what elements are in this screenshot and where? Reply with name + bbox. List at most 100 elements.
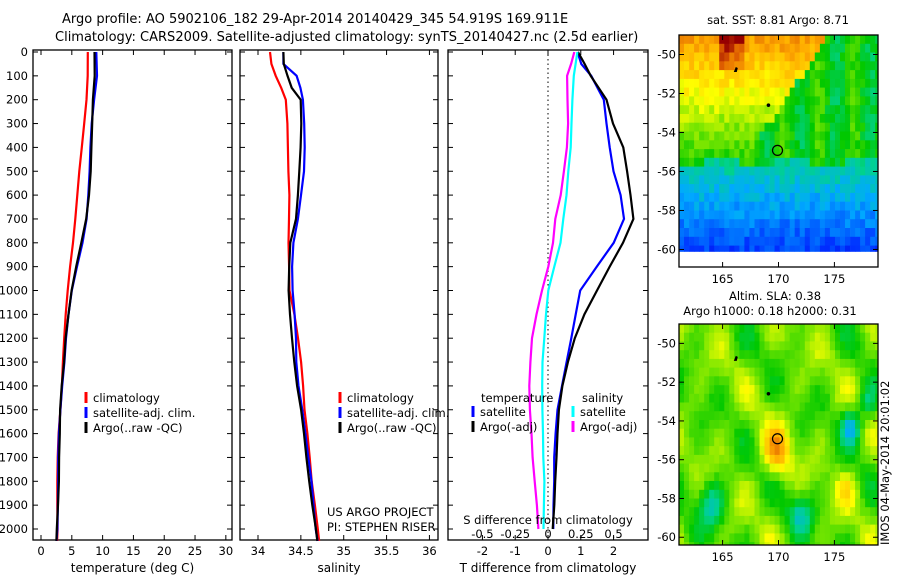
map-cell	[865, 420, 871, 430]
map-cell	[809, 87, 816, 97]
map-cell	[754, 78, 760, 89]
map-cell	[699, 533, 705, 543]
map-cell	[679, 402, 685, 412]
map-cell	[724, 428, 730, 438]
map-cell	[729, 245, 735, 252]
map-cell	[829, 192, 836, 203]
depth-tick-label: 1800	[0, 474, 28, 488]
depth-tick-label: 600	[6, 188, 28, 202]
map-cell	[689, 489, 695, 499]
map-cell	[784, 402, 790, 412]
map-cell	[850, 350, 856, 360]
map-cell	[855, 376, 861, 386]
map-cell	[850, 489, 856, 499]
map-cell	[724, 122, 730, 132]
map-cell	[774, 228, 780, 238]
map-cell	[784, 524, 790, 534]
map-cell	[875, 43, 879, 53]
map-cell	[814, 78, 821, 89]
map-cell	[779, 52, 785, 62]
map-cell	[684, 446, 690, 456]
map-cell	[764, 454, 770, 464]
map-cell	[804, 105, 811, 115]
map-cell	[679, 192, 685, 203]
map-cell	[804, 515, 811, 525]
depth-tick-label: 1000	[0, 284, 28, 298]
map-cell	[840, 175, 846, 185]
map-cell	[799, 140, 806, 150]
map-cell	[714, 184, 720, 194]
x-tick-label: 10	[95, 544, 110, 558]
map-cell	[704, 481, 710, 491]
map-cell	[845, 131, 851, 141]
map-cell	[754, 114, 760, 124]
map-cell	[709, 367, 715, 377]
map-cell	[709, 428, 715, 438]
map-cell	[840, 114, 846, 124]
map-cell	[855, 87, 861, 97]
map-cell	[724, 420, 730, 430]
map-cell	[784, 52, 790, 62]
map-cell	[749, 463, 755, 473]
map-cell	[799, 210, 806, 220]
map-cell	[764, 149, 770, 159]
map-cell	[829, 184, 836, 194]
map-cell	[774, 542, 780, 546]
annotation-pi: PI: STEPHEN RISER	[327, 520, 436, 534]
map-cell	[850, 454, 856, 464]
map-cell	[679, 332, 685, 342]
map-cell	[744, 78, 750, 89]
map-cell	[769, 472, 775, 482]
map-cell	[794, 367, 801, 377]
map-cell	[724, 481, 730, 491]
x-tick-label: 35	[336, 544, 351, 558]
map-cell	[809, 376, 816, 386]
map-cell	[799, 35, 806, 45]
map-cell	[855, 420, 861, 430]
map-cell	[749, 114, 755, 124]
map-cell	[819, 428, 826, 438]
x-tick-label: 1	[577, 544, 584, 558]
map-cell	[744, 498, 750, 508]
annotation-project: US ARGO PROJECT	[327, 505, 435, 519]
map-cell	[729, 219, 735, 229]
map-cell	[764, 411, 770, 421]
legend-heading-temperature: temperature	[481, 391, 553, 405]
map-cell	[840, 166, 846, 176]
map-cell	[739, 105, 745, 115]
map-cell	[774, 524, 780, 534]
map-cell	[860, 228, 866, 238]
map-cell	[754, 236, 760, 246]
map-cell	[865, 192, 871, 203]
map-cell	[679, 105, 685, 115]
map-cell	[734, 245, 740, 252]
map-cell	[789, 324, 796, 334]
map-cell	[684, 367, 690, 377]
map-cell	[845, 481, 851, 491]
map-cell	[679, 324, 685, 334]
map-cell	[819, 376, 826, 386]
map-cell	[769, 96, 775, 106]
map-cell	[729, 341, 735, 351]
map-cell	[724, 332, 730, 342]
map-cell	[794, 533, 801, 543]
map-cell	[835, 175, 841, 185]
map-cell	[684, 402, 690, 412]
map-cell	[784, 358, 790, 368]
map-cell	[824, 114, 831, 124]
map-cell	[739, 472, 745, 482]
map-cell	[704, 533, 710, 543]
map-cell	[835, 87, 841, 97]
map-cell	[845, 210, 851, 220]
map-cell	[835, 411, 841, 421]
map-cell	[789, 524, 796, 534]
map-cell	[744, 341, 750, 351]
map-cell	[845, 332, 851, 342]
map-cell	[824, 140, 831, 150]
map-cell	[819, 367, 826, 377]
map-cell	[845, 411, 851, 421]
map-cell	[829, 324, 836, 334]
map-cell	[714, 236, 720, 246]
map-cell	[729, 446, 735, 456]
map-cell	[729, 411, 735, 421]
